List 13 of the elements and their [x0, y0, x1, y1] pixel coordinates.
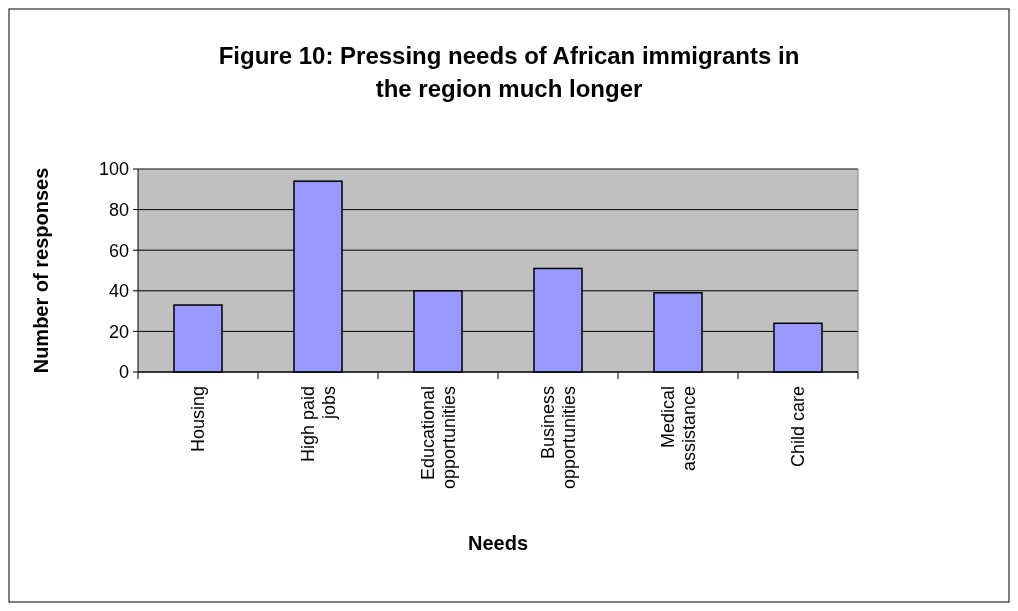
y-tick-label: 20	[108, 321, 129, 342]
x-tick-label: Child care	[788, 386, 808, 468]
x-tick-label: Housing	[188, 386, 208, 453]
x-tick-label: High paid jobs	[297, 386, 339, 463]
x-tick-label: Medical assistance	[657, 386, 699, 472]
chart-title: Figure 10: Pressing needs of African immigrants in the region much longer	[218, 42, 800, 102]
y-tick-label: 60	[108, 240, 129, 261]
x-axis-title: Needs	[467, 532, 529, 554]
y-axis-title: Number of responses	[30, 167, 52, 374]
y-tick-label: 80	[108, 199, 129, 220]
y-tick-label: 100	[98, 159, 129, 180]
y-tick-label: 40	[108, 281, 129, 302]
y-tick-label: 0	[118, 362, 129, 383]
